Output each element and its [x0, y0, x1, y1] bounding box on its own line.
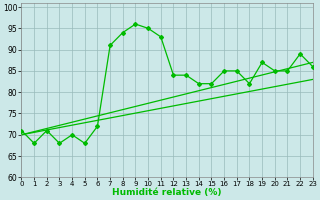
- X-axis label: Humidité relative (%): Humidité relative (%): [112, 188, 222, 197]
